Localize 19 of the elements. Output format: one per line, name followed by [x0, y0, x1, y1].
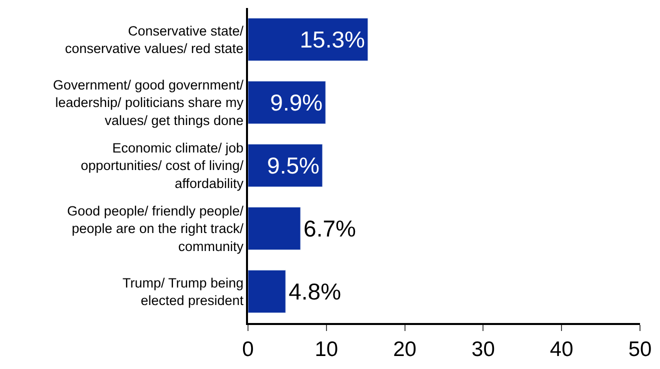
x-tick-label: 50 [628, 338, 652, 361]
x-tick-label: 0 [242, 338, 254, 361]
bar [248, 270, 286, 314]
data-label: 15.3% [300, 26, 365, 52]
data-label: 6.7% [304, 216, 356, 242]
x-tick-label: 30 [472, 338, 495, 361]
y-tick-label: Trump/ Trump being elected president [122, 275, 244, 308]
y-tick-label: Government/ good government/ leadership/ politicians share my values/ get things done [52, 78, 244, 128]
x-tick-label: 10 [314, 338, 338, 361]
y-tick-label: Conservative state/ conservative values/ red state [64, 23, 244, 56]
data-label: 9.5% [267, 152, 320, 178]
data-label: 9.9% [270, 90, 323, 116]
data-label: 4.8% [288, 278, 342, 304]
x-tick-label: 40 [550, 338, 574, 361]
y-tick-label: Economic climate/ job opportunities/ cost of living/ affordability [80, 140, 244, 191]
bar [248, 18, 368, 62]
y-tick-label: Good people/ friendly people/ people are on the right track/ community [67, 204, 244, 254]
x-tick-label: 20 [393, 338, 416, 361]
bar [248, 206, 301, 250]
